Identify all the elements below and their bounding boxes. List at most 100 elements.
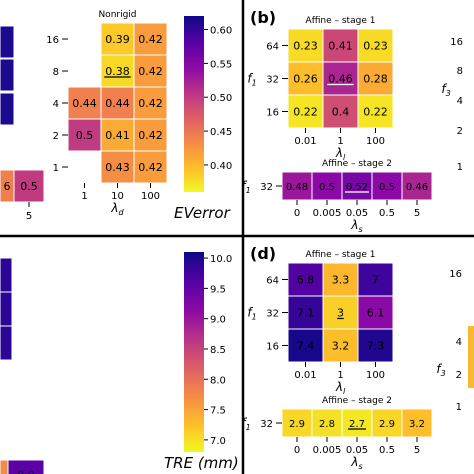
b-stage2-cell xyxy=(341,171,373,201)
b-stage1-cell-value: 0.22 xyxy=(363,106,388,119)
d-stage2-xlabel: λs xyxy=(350,455,362,471)
b-stage1-cell xyxy=(287,94,324,129)
d-stage2-xtick: 0 xyxy=(294,445,300,456)
nonrigid-ev-xtick: 1 xyxy=(81,191,87,202)
d-stage1-ytick: 64 xyxy=(266,276,279,287)
nonrigid-ev-title: Nonrigid xyxy=(98,10,136,20)
b-stage1-cell-value: 0.28 xyxy=(363,73,388,86)
b-stage2-xtick: 0.5 xyxy=(379,208,395,219)
panel-label-b: (b) xyxy=(250,8,276,27)
b-stage1-cell-value: 0.23 xyxy=(363,40,388,53)
heatmap-layer: 6 0.550.39 0.420.38 0.420.44 0.44 0.420.5 0.41… xyxy=(0,10,474,474)
b-stage2-title: Affine – stage 2 xyxy=(322,159,392,169)
nonrigid-ev-cell xyxy=(100,150,135,184)
d-stage1-cell xyxy=(357,328,394,363)
partial-right-bottom-ytick: 1 xyxy=(456,402,462,413)
partial-right-top-ytick: 16 xyxy=(450,37,463,48)
nonrigid-ev-cell-value: 0.44 xyxy=(105,97,130,110)
d-stage1-cell-value: 7.1 xyxy=(297,307,315,320)
d-stage1-xtick: 1 xyxy=(337,370,343,381)
partial-left-bottom-cell xyxy=(0,291,13,327)
b-stage1-title: Affine – stage 1 xyxy=(306,16,376,26)
nonrigid-ev-cell-value: 0.42 xyxy=(138,33,163,46)
b-stage1-xlabel: λl xyxy=(335,146,346,162)
d-stage1-cell xyxy=(357,295,394,330)
d-stage2-cell-value: 3.2 xyxy=(409,419,425,430)
nonrigid-ev-cell xyxy=(133,150,168,184)
nonrigid-ev-ytick: 16 xyxy=(46,35,59,46)
colorbar-ev-tick: 0.55 xyxy=(210,59,232,70)
b-stage1-ylabel: f1 xyxy=(247,72,256,88)
nonrigid-ev-cell xyxy=(100,118,135,152)
d-stage1-cell-value: 7 xyxy=(372,274,379,287)
nonrigid-ev-cell-value: 0.43 xyxy=(105,161,130,174)
b-stage1-xtick: 0.01 xyxy=(294,136,316,147)
d-stage1-cell-value: 6.1 xyxy=(367,307,385,320)
d-stage1-cell xyxy=(287,328,324,363)
d-stage1-xtick: 0.01 xyxy=(294,370,316,381)
nonrigid-ev-cell-value: 0.38 xyxy=(105,65,130,78)
partial-left-top-cell xyxy=(0,25,15,59)
d-stage1-cell-value: 7.4 xyxy=(297,340,315,353)
b-stage2-xtick: 0.005 xyxy=(313,208,342,219)
b-stage1-ytick: 16 xyxy=(266,108,279,119)
nonrigid-ev-ytick: 8 xyxy=(53,67,59,78)
nonrigid-ev-cell-value: 0.44 xyxy=(72,97,97,110)
d-stage2-xtick: 0.05 xyxy=(346,445,368,456)
nonrigid-ev-xtick: 10 xyxy=(111,191,124,202)
b-stage2-cell-value: 0.5 xyxy=(319,182,335,193)
colorbar-ev-label: EVerror xyxy=(174,204,231,222)
colorbar-ev-tick: 0.45 xyxy=(210,127,232,138)
colorbar-tre xyxy=(184,252,204,452)
b-stage2-cell-value: 0.48 xyxy=(286,182,308,193)
d-stage1-cell-value: 6.8 xyxy=(297,274,315,287)
colorbar-tre-tick: 7.5 xyxy=(210,406,226,417)
b-stage2-ylabel: f1 xyxy=(241,179,250,195)
d-stage2-title: Affine – stage 2 xyxy=(322,396,392,406)
nonrigid-ev-cell xyxy=(67,86,102,120)
nonrigid-ev-cell xyxy=(133,118,168,152)
nonrigid-ev-cell-value: 0.39 xyxy=(105,33,130,46)
d-stage1-title: Affine – stage 1 xyxy=(306,250,376,260)
b-stage2-cell xyxy=(311,171,343,201)
nonrigid-ev-ytick: 4 xyxy=(53,99,59,110)
partial-right-bottom-ylabel: f3 xyxy=(436,362,445,378)
partial-left-top-cell xyxy=(13,169,45,203)
d-stage2-cell-value: 2.8 xyxy=(319,419,335,430)
b-stage2-cell-value: 0.52 xyxy=(346,182,368,193)
colorbar-tre-tick: 8.0 xyxy=(210,375,226,386)
partial-left-top-cell-value: 6 xyxy=(4,180,11,193)
b-stage2-cell-value: 0.46 xyxy=(406,182,428,193)
b-stage2-xtick: 5 xyxy=(414,208,420,219)
b-stage1-cell-value: 0.22 xyxy=(293,106,318,119)
colorbar-ev-tick: 0.60 xyxy=(210,26,232,37)
d-stage2-cell-value: 2.9 xyxy=(379,419,395,430)
nonrigid-ev-cell-value: 0.41 xyxy=(105,129,130,142)
partial-right-top-ytick: 4 xyxy=(457,96,463,107)
colorbar-tre-tick: 10.0 xyxy=(210,254,232,265)
b-stage2-xlabel: λs xyxy=(350,218,362,234)
d-stage1-xlabel: λl xyxy=(335,380,346,396)
b-stage1-cell xyxy=(287,28,324,63)
d-stage2-xtick: 0.005 xyxy=(313,445,342,456)
partial-left-bottom-cell xyxy=(0,257,13,293)
partial-left-top-xtick: 5 xyxy=(26,211,32,222)
d-stage1-cell-value: 7.3 xyxy=(367,340,385,353)
d-stage2-cell-value: 2.7 xyxy=(349,419,365,430)
b-stage1-xtick: 100 xyxy=(366,136,385,147)
nonrigid-ev-cell-value: 0.42 xyxy=(138,161,163,174)
colorbar-tre-tick: 9.5 xyxy=(210,284,226,295)
d-stage1-ylabel: f1 xyxy=(247,306,256,322)
partial-left-bottom-cell xyxy=(7,459,45,474)
partial-right-top-ytick: 8 xyxy=(457,66,463,77)
nonrigid-ev-ytick: 2 xyxy=(53,131,59,142)
b-stage2-xtick: 0.05 xyxy=(346,208,368,219)
partial-left-top-cell-value: 0.5 xyxy=(20,180,38,193)
nonrigid-ev-cell xyxy=(133,86,168,120)
colorbar-ev-tick: 0.40 xyxy=(210,161,232,172)
b-stage1-cell xyxy=(357,28,394,63)
nonrigid-ev-xtick: 100 xyxy=(141,191,160,202)
d-stage1-cell-value: 3 xyxy=(337,307,344,320)
partial-right-bottom-ytick: 4 xyxy=(456,337,462,348)
